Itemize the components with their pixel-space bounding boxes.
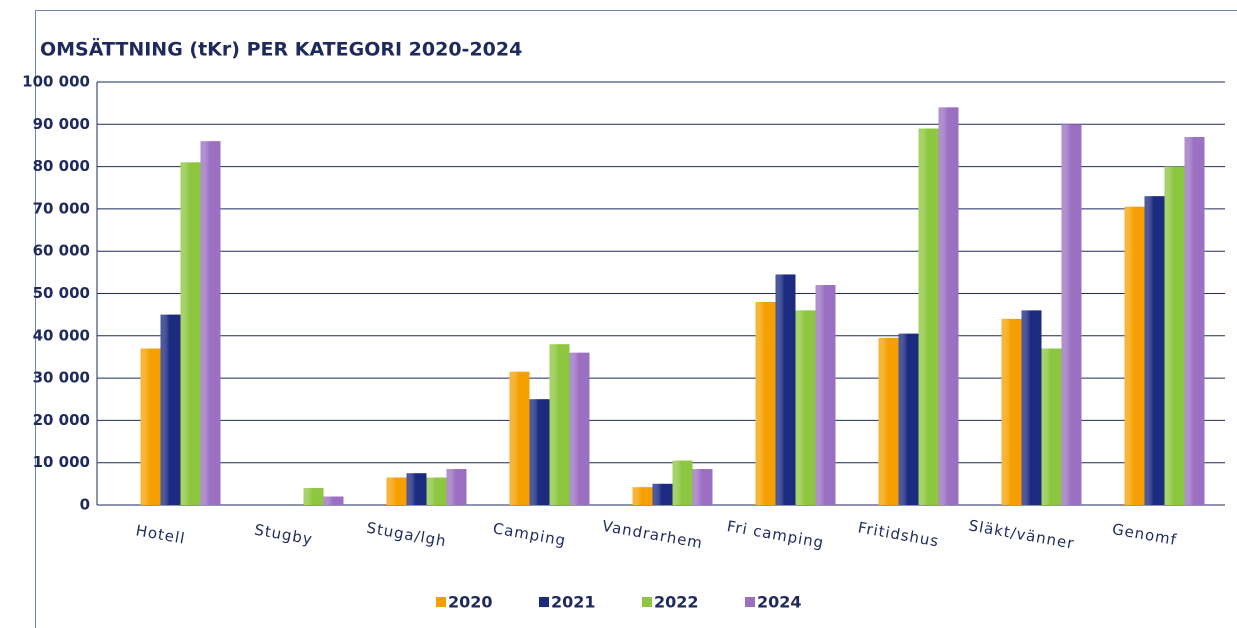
bar-shade: [652, 483, 673, 505]
bar-shade: [446, 469, 467, 505]
bar-shade: [1124, 206, 1145, 505]
y-tick-label: 10 000: [33, 453, 90, 471]
bar-shade: [672, 460, 693, 505]
legend-label: 2024: [757, 593, 802, 612]
bar-shade: [692, 469, 713, 505]
y-tick-label: 0: [80, 496, 90, 514]
bar-shade: [386, 477, 407, 505]
y-tick-label: 20 000: [33, 411, 90, 429]
bar-shade: [323, 496, 344, 505]
bar-shade: [795, 310, 816, 505]
y-tick-label: 60 000: [33, 242, 90, 260]
bar-shade: [569, 352, 590, 505]
legend-swatch: [745, 597, 755, 607]
bar-shade: [755, 301, 776, 505]
y-tick-label: 30 000: [33, 369, 90, 387]
bar-shade: [549, 344, 570, 505]
y-tick-label: 50 000: [33, 284, 90, 302]
bar-shade: [180, 162, 201, 505]
bar-shade: [632, 487, 653, 505]
bar-shade: [1164, 166, 1185, 505]
legend-swatch: [436, 597, 446, 607]
y-tick-label: 90 000: [33, 115, 90, 133]
bar-shade: [1061, 124, 1082, 506]
bar-shade: [200, 141, 221, 505]
legend-label: 2022: [654, 593, 699, 612]
bar-shade: [1021, 310, 1042, 505]
bar-shade: [509, 371, 530, 505]
y-tick-label: 70 000: [33, 199, 90, 217]
bar-shade: [1001, 318, 1022, 505]
y-tick-label: 40 000: [33, 326, 90, 344]
bar-shade: [406, 473, 427, 505]
y-tick-label: 80 000: [33, 157, 90, 175]
bar-shade: [140, 348, 161, 505]
y-tick-label: 100 000: [22, 73, 90, 91]
bar-shade: [1041, 348, 1062, 505]
bar-shade: [1184, 136, 1205, 506]
chart-title: OMSÄTTNING (tKr) PER KATEGORI 2020-2024: [40, 37, 522, 61]
legend-label: 2020: [448, 593, 493, 612]
bar-shade: [529, 399, 550, 505]
bar-shade: [1144, 196, 1165, 505]
legend-swatch: [642, 597, 652, 607]
bar-shade: [775, 274, 796, 505]
bar-shade: [878, 337, 899, 505]
legend-swatch: [539, 597, 549, 607]
bar-shade: [918, 128, 939, 505]
bar-shade: [938, 107, 959, 505]
bar-shade: [426, 477, 447, 505]
bar-shade: [815, 285, 836, 505]
bar-shade: [303, 488, 324, 505]
bar-shade: [160, 314, 181, 505]
bar-shade: [898, 333, 919, 505]
legend-label: 2021: [551, 593, 596, 612]
